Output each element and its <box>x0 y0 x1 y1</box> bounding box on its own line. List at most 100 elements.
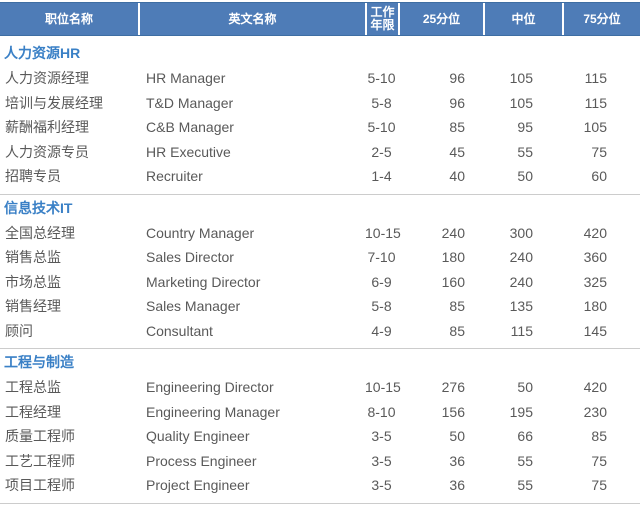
cell-title_cn: 销售经理 <box>5 298 61 314</box>
cell-title_cn: 工程经理 <box>5 403 61 420</box>
cell-p75: 420 <box>583 379 607 395</box>
cell-title_cn: 全国总经理 <box>5 224 75 241</box>
cell-years: 5-8 <box>371 298 392 314</box>
cell-median: 240 <box>509 249 533 265</box>
column-header-title_en: 英文名称 <box>138 3 365 35</box>
cell-title_cn: 顾问 <box>5 322 33 339</box>
cell-p25: 240 <box>441 224 465 241</box>
cell-title_cn: 工程总监 <box>5 379 61 395</box>
cell-median: 300 <box>509 224 533 241</box>
cell-median: 95 <box>517 119 533 135</box>
cell-years: 10-15 <box>365 379 401 395</box>
cell-title_en: Quality Engineer <box>146 428 250 444</box>
cell-p75: 60 <box>591 168 607 184</box>
cell-title_en: Project Engineer <box>146 477 250 493</box>
cell-p25: 45 <box>449 143 465 160</box>
table-body: 人力资源HR 人力资源经理 HR Manager 5-10 96 105 115 培训与发展经… <box>0 40 640 504</box>
cell-title_en: HR Manager <box>146 70 226 86</box>
column-header-years: 工作年限 <box>365 3 398 35</box>
cell-title_cn: 人力资源专员 <box>5 143 89 160</box>
cell-p75: 115 <box>584 70 607 86</box>
cell-title_cn: 招聘专员 <box>5 168 61 184</box>
table-row: 质量工程师 Quality Engineer 3-5 50 66 85 <box>0 424 640 449</box>
section-engineering: 工程与制造 工程总监 Engineering Director 10-15 276 50 4… <box>0 349 640 504</box>
cell-title_cn: 工艺工程师 <box>5 452 75 469</box>
table-row: 项目工程师 Project Engineer 3-5 36 55 75 <box>0 473 640 498</box>
table-header: 职位名称 英文名称 工作年限 25分位 中位 75分位 <box>0 2 640 36</box>
cell-title_cn: 人力资源经理 <box>5 70 89 86</box>
cell-years: 5-10 <box>367 119 396 135</box>
table-row: 工程经理 Engineering Manager 8-10 156 195 230 <box>0 400 640 425</box>
section-separator <box>0 348 640 349</box>
cell-title_cn: 质量工程师 <box>5 428 75 444</box>
section-separator <box>0 193 640 195</box>
cell-years: 10-15 <box>365 224 401 241</box>
cell-median: 105 <box>509 70 533 86</box>
column-header-p25: 25分位 <box>398 3 483 35</box>
cell-title_en: Recruiter <box>146 168 203 184</box>
cell-title_cn: 培训与发展经理 <box>5 94 103 111</box>
cell-title_en: Marketing Director <box>146 273 261 290</box>
table-row: 薪酬福利经理 C&B Manager 5-10 85 95 105 <box>0 115 640 140</box>
cell-title_en: Country Manager <box>146 224 255 241</box>
section-separator <box>0 502 640 504</box>
cell-median: 55 <box>517 143 533 160</box>
cell-median: 135 <box>509 298 533 314</box>
cell-title_cn: 市场总监 <box>5 273 61 290</box>
cell-median: 50 <box>517 168 533 184</box>
cell-p25: 85 <box>449 298 465 314</box>
column-header-p75: 75分位 <box>562 3 640 35</box>
cell-title_en: Process Engineer <box>146 452 257 469</box>
table-row: 全国总经理 Country Manager 10-15 240 300 420 <box>0 221 640 246</box>
cell-title_en: T&D Manager <box>146 94 234 111</box>
cell-p25: 156 <box>441 403 465 420</box>
cell-p25: 96 <box>449 94 465 111</box>
cell-title_en: C&B Manager <box>146 119 234 135</box>
section-title: 人力资源HR <box>4 45 81 61</box>
cell-median: 195 <box>509 403 533 420</box>
cell-median: 55 <box>517 452 533 469</box>
cell-title_en: Sales Director <box>146 249 234 265</box>
table-row: 市场总监 Marketing Director 6-9 160 240 325 <box>0 270 640 295</box>
column-header-median: 中位 <box>483 3 562 35</box>
cell-median: 115 <box>510 322 533 339</box>
cell-p25: 276 <box>441 379 465 395</box>
cell-p75: 145 <box>583 322 607 339</box>
cell-years: 5-8 <box>371 94 392 111</box>
cell-title_en: Engineering Manager <box>146 403 280 420</box>
table-row: 人力资源经理 HR Manager 5-10 96 105 115 <box>0 66 640 91</box>
column-header-title_cn: 职位名称 <box>44 11 93 26</box>
cell-title_en: Engineering Director <box>146 379 274 395</box>
table-row: 招聘专员 Recruiter 1-4 40 50 60 <box>0 164 640 189</box>
cell-years: 2-5 <box>371 143 392 160</box>
cell-p25: 160 <box>441 273 465 290</box>
cell-median: 240 <box>509 273 533 290</box>
table-row: 培训与发展经理 T&D Manager 5-8 96 105 115 <box>0 91 640 116</box>
cell-median: 105 <box>509 94 533 111</box>
table-row: 销售经理 Sales Manager 5-8 85 135 180 <box>0 294 640 319</box>
cell-years: 4-9 <box>371 322 392 339</box>
cell-median: 55 <box>517 477 533 493</box>
cell-title_cn: 项目工程师 <box>5 477 75 493</box>
cell-p75: 230 <box>583 403 607 420</box>
cell-title_cn: 销售总监 <box>5 249 61 265</box>
table-row: 工程总监 Engineering Director 10-15 276 50 420 <box>0 375 640 400</box>
cell-title_cn: 薪酬福利经理 <box>5 119 89 135</box>
table-row: 工艺工程师 Process Engineer 3-5 36 55 75 <box>0 449 640 474</box>
cell-title_en: Sales Manager <box>146 298 241 314</box>
section-title: 信息技术IT <box>4 199 73 216</box>
cell-years: 6-9 <box>371 273 392 290</box>
cell-years: 8-10 <box>367 403 396 420</box>
cell-years: 1-4 <box>371 168 392 184</box>
cell-p25: 180 <box>441 249 465 265</box>
cell-p25: 85 <box>449 322 465 339</box>
cell-years: 3-5 <box>371 452 392 469</box>
table-row: 人力资源专员 HR Executive 2-5 45 55 75 <box>0 140 640 165</box>
cell-years: 5-10 <box>367 70 396 86</box>
table-row: 顾问 Consultant 4-9 85 115 145 <box>0 319 640 344</box>
cell-p25: 40 <box>449 168 465 184</box>
cell-p75: 180 <box>583 298 607 314</box>
cell-p75: 420 <box>583 224 607 241</box>
cell-p75: 85 <box>591 428 607 444</box>
